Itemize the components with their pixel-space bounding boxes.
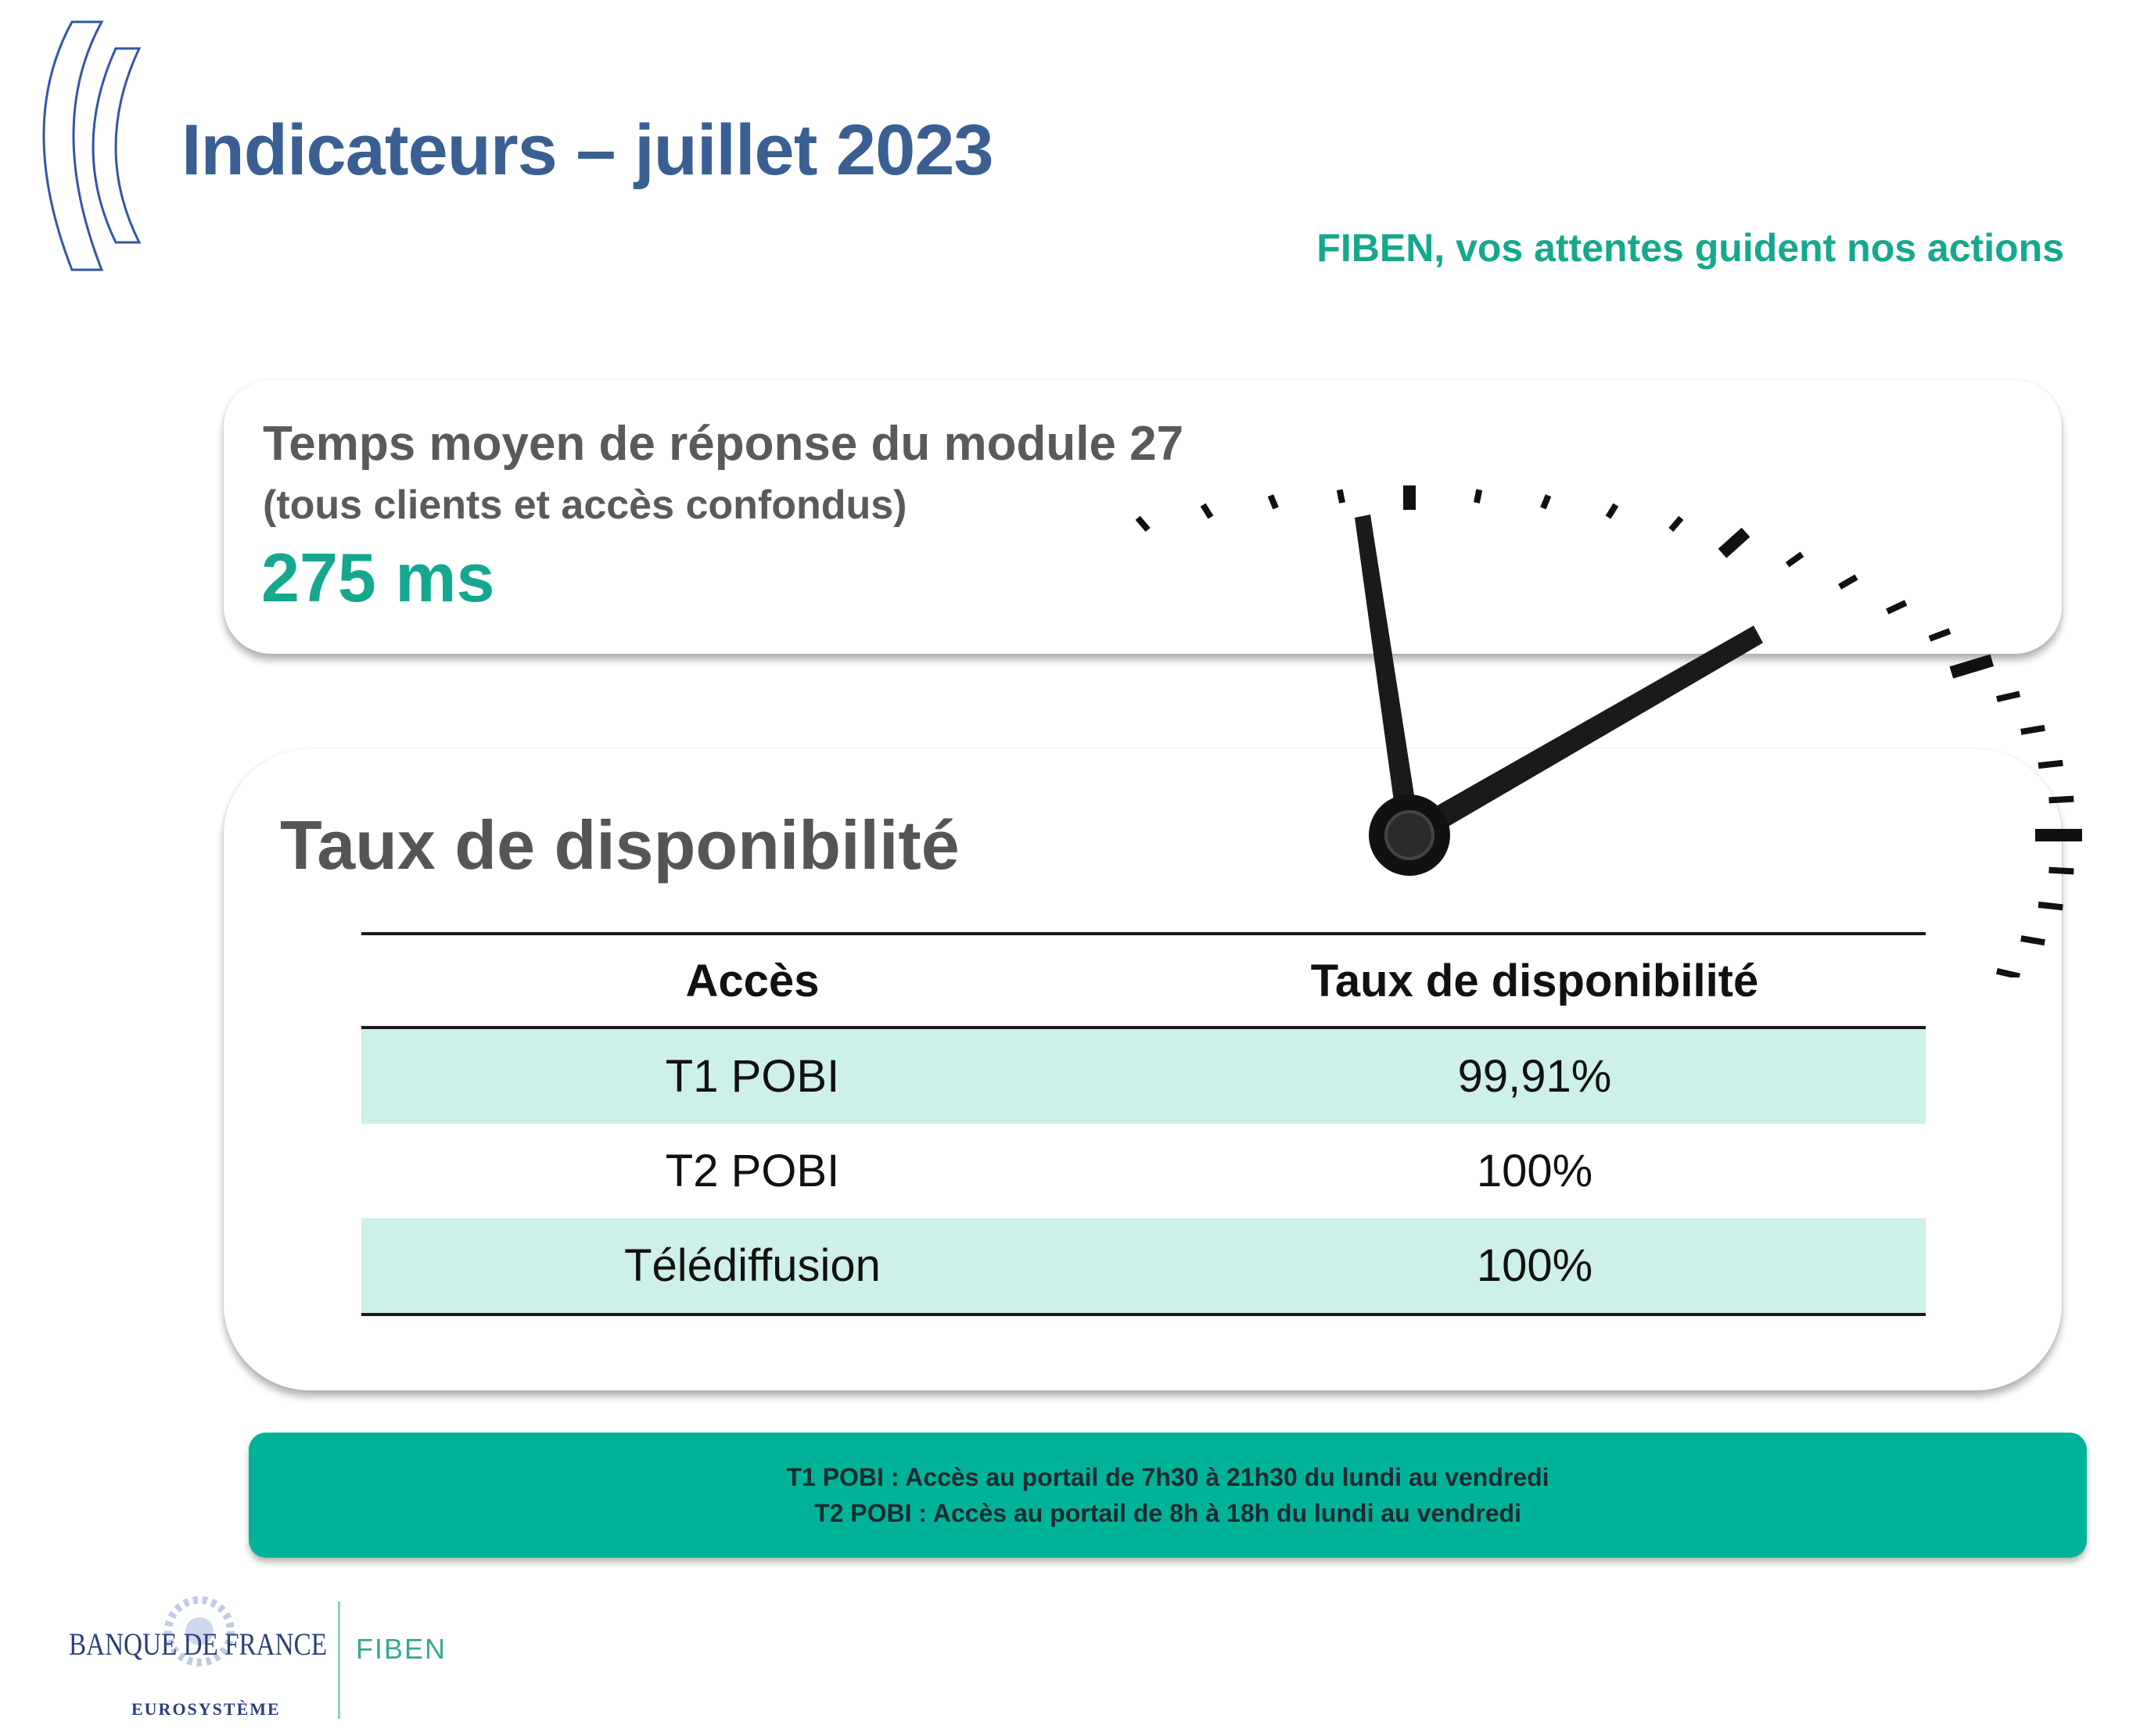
clock-tick [1540, 494, 1552, 510]
clock-tick [1267, 494, 1279, 510]
availability-heading: Taux de disponibilité [280, 806, 960, 884]
clock-tick [1785, 551, 1804, 568]
clock-tick [1605, 503, 1619, 519]
clock-icon [1135, 485, 2082, 977]
availability-table: Accès Taux de disponibilité T1 POBI 99,9… [361, 932, 1926, 1316]
column-header-access: Accès [361, 934, 1144, 1029]
clock-tick [1996, 967, 2021, 977]
logo-divider [338, 1601, 340, 1719]
note-line-t1: T1 POBI : Accès au portail de 7h30 à 21h… [786, 1463, 1549, 1491]
clock-tick [2048, 866, 2074, 875]
table-row: Télédiffusion 100% [361, 1218, 1926, 1315]
table-row: T2 POBI 100% [361, 1124, 1926, 1218]
logo-product: FIBEN [356, 1633, 447, 1665]
banque-de-france-logo-icon: BANQUE DE FRANCE EUROSYSTÈME [69, 1596, 327, 1719]
clock-tick [1336, 489, 1345, 504]
row-access: T1 POBI [361, 1028, 1144, 1124]
clock-tick [1135, 515, 1151, 533]
note-line-t2: T2 POBI : Accès au portail de 8h à 18h d… [814, 1499, 1521, 1527]
response-time-subtitle: (tous clients et accès confondus) [263, 482, 907, 528]
bracket-decoration-icon [42, 20, 142, 271]
response-time-card: Temps moyen de réponse du module 27 (tou… [224, 380, 2062, 654]
logo-name: BANQUE DE FRANCE [69, 1627, 327, 1662]
clock-tick [2020, 935, 2045, 946]
clock-tick [1949, 654, 1995, 679]
clock-minute-hand [1355, 515, 1420, 835]
clock-tick [2038, 759, 2063, 769]
clock-hub-cap [1384, 810, 1434, 860]
clock-tick [1668, 515, 1684, 533]
clock-tick [1928, 628, 1951, 642]
row-access: Télédiffusion [361, 1218, 1144, 1315]
clock-tick [1838, 574, 1858, 590]
clock-tick [1474, 489, 1483, 504]
table-row: T1 POBI 99,91% [361, 1028, 1926, 1124]
clock-tick [1200, 503, 1214, 519]
row-rate: 99,91% [1144, 1028, 1926, 1124]
row-access: T2 POBI [665, 1146, 840, 1196]
table-header-row: Accès Taux de disponibilité [361, 934, 1926, 1029]
clock-tick [2048, 795, 2074, 804]
response-time-title: Temps moyen de réponse du module 27 [263, 417, 1184, 471]
clock-tick [1996, 690, 2021, 703]
row-rate: 100% [1144, 1218, 1926, 1315]
clock-tick [2038, 901, 2063, 911]
tagline: FIBEN, vos attentes guident nos actions [1316, 226, 2064, 270]
row-rate: 100% [1476, 1146, 1593, 1196]
clock-tick [2020, 724, 2045, 735]
clock-tick [1718, 527, 1750, 558]
page-title: Indicateurs – juillet 2023 [181, 110, 994, 190]
clock-tick [1886, 600, 1908, 615]
response-time-value: 275 ms [261, 539, 495, 616]
clock-hour-hand [1402, 626, 1763, 845]
hours-note: T1 POBI : Accès au portail de 7h30 à 21h… [249, 1433, 2087, 1558]
logo-subtitle: EUROSYSTÈME [131, 1699, 281, 1719]
column-header-rate: Taux de disponibilité [1144, 934, 1926, 1029]
